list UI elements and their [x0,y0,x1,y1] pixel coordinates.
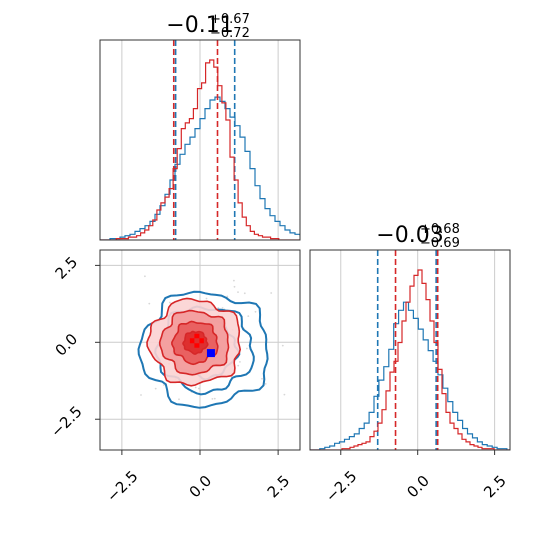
right-xtick-label-2: 2.5 [480,472,510,502]
dd-frame-overlay [99,249,301,451]
dd-point-26 [281,344,284,347]
right-xtick-label-1: 0.0 [403,472,433,502]
y-marginal-title-sup: +0.68 [420,222,460,237]
dd-red-contour-0 [182,330,209,355]
dd-blue-contour-3 [137,290,269,409]
dd-xtick-label-1: 0.0 [186,472,216,502]
dd-point-30 [233,279,235,282]
right-histogram-1 [310,269,510,450]
dd-point-129 [239,361,241,363]
top-histogram-1 [100,59,300,240]
right-xtick-label-0: −2.5 [322,467,360,505]
dd-point-120 [211,398,214,400]
y-marginal-title-main: −0.03 [376,223,443,248]
x-marginal-title-sup: +0.67 [210,12,250,27]
y-marginal-frame [309,249,511,451]
dd-point-79 [254,310,257,313]
panel-2d-density: −2.5 −2.5 0.0 0.0 2.5 2.5 [47,248,339,506]
y-marginal-title-sub: −0.69 [420,236,460,251]
dd-point-53 [237,291,239,293]
dd-point-82 [237,364,240,367]
dd-ytick-label-2: 2.5 [52,253,82,283]
dd-point-98 [283,393,286,396]
dd-point-5 [197,387,200,390]
dd-point-104 [233,285,236,288]
dd-point-62 [187,248,189,250]
dd-point-70 [247,315,250,317]
y-marginal-title: −0.03 [376,223,443,248]
top-frame-overlay [99,39,301,241]
dd-point-86 [140,394,142,396]
dd-point-78 [217,307,220,309]
panel-y-marginal: −0.03 +0.68 −0.69 −2.5 0.0 2.5 [309,222,511,506]
dd-point-29 [144,275,146,278]
x-marginal-title-sub: −0.72 [210,26,250,41]
dd-point-21 [148,302,151,305]
dd-point-60 [261,377,263,380]
dd-xtick-label-0: −2.5 [103,467,141,505]
dd-point-138 [178,398,180,401]
x-marginal-title-main: −0.11 [166,13,233,38]
dd-point-0 [337,336,339,338]
dd-ytick-label-1: 0.0 [52,330,82,360]
dd-marker-red [189,333,204,348]
top-histogram-0 [100,96,300,240]
right-histogram-0 [310,301,510,450]
dd-point-96 [264,383,267,385]
dd-point-110 [246,347,248,350]
dd-xtick-label-2: 2.5 [264,472,294,502]
dd-point-58 [226,295,229,298]
dd-point-23 [168,301,171,304]
dd-point-106 [270,292,273,294]
dd-point-14 [194,386,197,389]
x-marginal-title: −0.11 [166,13,233,38]
right-frame-overlay [309,249,511,451]
panel-x-marginal: −0.11 +0.67 −0.72 [99,12,301,241]
dd-point-93 [205,297,208,300]
dd-point-130 [154,387,157,390]
dd-marker-blue [206,349,215,358]
dd-point-66 [163,384,165,386]
dd-point-63 [221,307,224,309]
dd-point-32 [213,397,216,400]
dd-ytick-label-0: −2.5 [47,402,85,440]
dd-point-34 [243,292,246,295]
